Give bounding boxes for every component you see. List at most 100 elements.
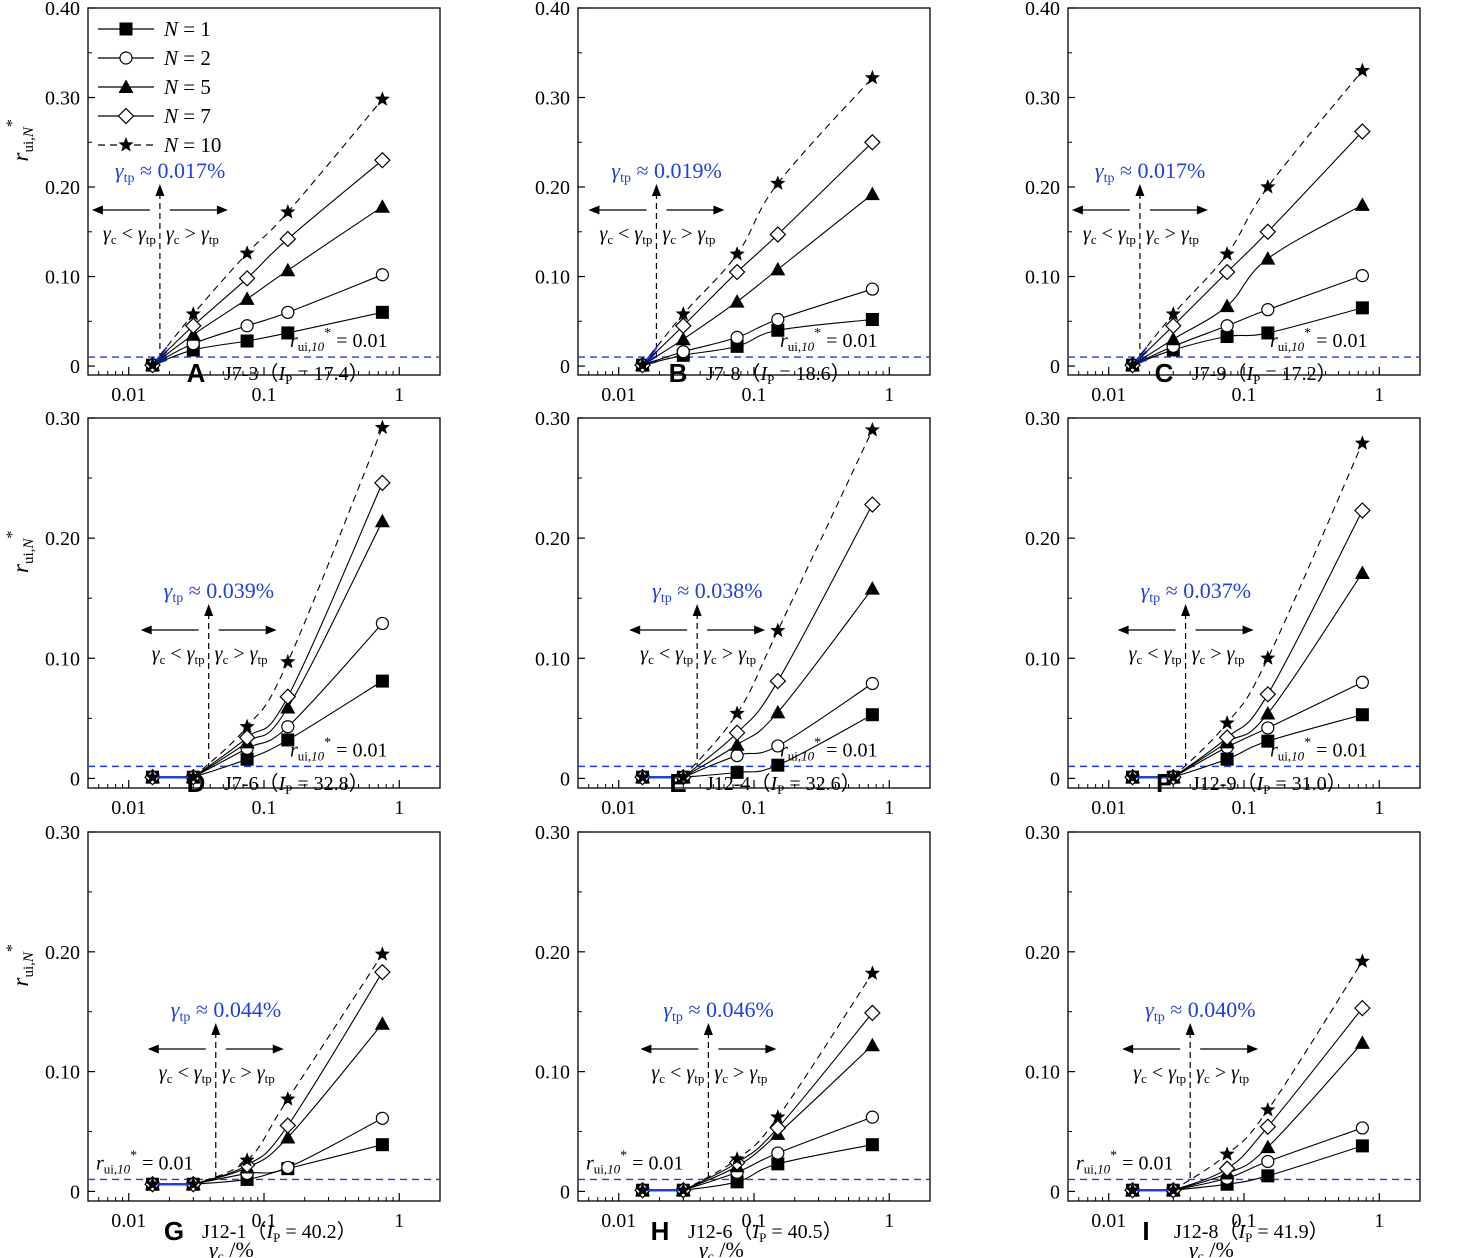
- series-line-4: [192, 482, 383, 778]
- data-point-filled-star-marker: [144, 769, 161, 784]
- data-point-open-diamond-marker: [238, 729, 256, 746]
- y-tick-label: 0: [70, 768, 80, 790]
- gamma-tp-arrow-up-icon: [1181, 604, 1191, 616]
- data-point-filled-star-marker: [729, 705, 745, 720]
- threshold-label: rui,10* = 0.01: [290, 326, 387, 354]
- x-tick-label: 0.01: [601, 384, 636, 406]
- data-point-filled-triangle-marker: [729, 294, 745, 308]
- data-point-filled-star-marker: [144, 1176, 161, 1191]
- panel-F: 0 0.10 0.20 0.30 0.01 0.1 1 rui,10* = 0.01 γtp ≈…: [1025, 408, 1421, 819]
- y-tick-label: 0.30: [45, 88, 80, 110]
- threshold-label: rui,10* = 0.01: [1076, 1148, 1173, 1176]
- series-line-2: [193, 623, 383, 778]
- x-tick-label: 1: [884, 384, 894, 406]
- series-line-2: [1173, 681, 1363, 778]
- threshold-label: rui,10* = 0.01: [586, 1148, 683, 1176]
- series-line-3: [683, 1044, 873, 1191]
- panel-caption: J7-8（IP = 18.6）: [706, 362, 851, 387]
- panel-B: 0 0.10 0.20 0.30 0.40 0.01 0.1 1 rui,10* = 0.01 γ…: [535, 0, 931, 406]
- y-tick-label: 0: [560, 356, 570, 378]
- data-point-filled-triangle-marker: [1354, 565, 1370, 579]
- y-tick-label: 0.20: [535, 528, 570, 550]
- x-tick-label: 0.1: [1232, 384, 1257, 406]
- data-point-open-diamond-marker: [279, 230, 297, 248]
- y-tick-label: 0.20: [535, 942, 570, 964]
- data-point-filled-triangle-marker: [1354, 1035, 1370, 1049]
- x-tick-label: 0.01: [111, 1210, 146, 1232]
- series-line-5: [193, 953, 383, 1185]
- gamma-tp-label: γtp ≈ 0.017%: [115, 158, 225, 186]
- x-axis-title: γc /%: [209, 1237, 254, 1258]
- y-tick-label: 0.10: [45, 267, 80, 289]
- y-tick-label: 0.20: [535, 177, 570, 199]
- data-point-filled-square-marker: [1220, 330, 1234, 344]
- x-tick-label: 0.01: [111, 384, 146, 406]
- series-line-3: [1132, 204, 1363, 366]
- data-point-filled-triangle-marker: [675, 331, 691, 346]
- arrow-right-icon: [1242, 625, 1254, 635]
- y-tick-label: 0.20: [1025, 942, 1060, 964]
- data-point-filled-star-marker: [280, 204, 296, 219]
- data-point-open-circle-marker: [375, 268, 389, 282]
- threshold-label: rui,10* = 0.01: [96, 1148, 193, 1176]
- data-point-filled-star-marker: [675, 1182, 691, 1197]
- data-point-filled-star-marker: [185, 1176, 201, 1191]
- x-tick-label: 0.1: [252, 384, 277, 406]
- x-tick-label: 1: [394, 384, 404, 406]
- series-line-5: [642, 77, 873, 366]
- y-tick-label: 0.30: [535, 408, 570, 430]
- series-line-1: [1173, 1145, 1363, 1191]
- series-line-5: [1172, 961, 1363, 1191]
- region-left-label: γc < γtp: [1129, 643, 1182, 667]
- region-left-label: γc < γtp: [651, 1062, 704, 1086]
- data-point-filled-square-marker: [1355, 301, 1369, 315]
- arrow-right-icon: [216, 205, 228, 215]
- data-point-open-circle-marker: [1261, 303, 1275, 317]
- data-point-filled-star-marker: [770, 1109, 786, 1124]
- data-point-open-diamond-marker: [728, 724, 746, 742]
- y-tick-label: 0.30: [535, 88, 570, 110]
- data-point-filled-square-marker: [865, 1138, 879, 1152]
- y-tick-label: 0: [70, 1181, 80, 1203]
- data-point-open-diamond-marker: [769, 226, 787, 243]
- legend-marker: [119, 51, 133, 65]
- y-tick-label: 0.30: [1025, 822, 1060, 844]
- data-point-filled-star-marker: [1260, 179, 1276, 194]
- data-point-filled-square-marker: [281, 326, 295, 340]
- y-tick-label: 0.10: [45, 648, 80, 670]
- legend-label: N = 7: [163, 104, 211, 128]
- data-point-filled-star-marker: [1124, 1182, 1141, 1197]
- data-point-open-circle-marker: [1355, 1121, 1369, 1135]
- data-point-open-diamond-marker: [674, 317, 692, 335]
- x-tick-label: 0.01: [601, 1210, 636, 1232]
- panel-letter: G: [164, 1216, 184, 1246]
- panel-caption: J7-9（IP = 17.2）: [1192, 362, 1337, 387]
- data-point-filled-star-marker: [1124, 357, 1141, 372]
- data-point-filled-square-marker: [1261, 326, 1275, 340]
- x-tick-label: 0.01: [601, 797, 636, 819]
- data-point-filled-triangle-marker: [770, 261, 786, 276]
- data-point-open-circle-marker: [676, 345, 690, 359]
- data-point-filled-star-marker: [729, 246, 745, 261]
- x-tick-label: 0.1: [1232, 1210, 1257, 1232]
- data-point-open-diamond-marker: [184, 317, 202, 335]
- data-point-filled-triangle-marker: [1260, 1139, 1276, 1154]
- panel-letter: I: [1142, 1216, 1149, 1246]
- data-point-filled-star-marker: [675, 769, 691, 784]
- series-line-4: [1172, 510, 1363, 778]
- series-line-1: [193, 1144, 383, 1185]
- gamma-tp-label: γtp ≈ 0.044%: [171, 997, 281, 1025]
- data-point-filled-square-marker: [730, 765, 744, 779]
- data-point-open-diamond-marker: [1218, 263, 1236, 281]
- y-tick-label: 0.30: [45, 408, 80, 430]
- data-point-open-circle-marker: [730, 330, 744, 345]
- data-point-filled-square-marker: [1355, 708, 1369, 722]
- gamma-tp-label: γtp ≈ 0.019%: [611, 158, 721, 186]
- x-tick-label: 0.1: [1232, 797, 1257, 819]
- panel-letter: E: [669, 768, 686, 798]
- data-point-open-circle-marker: [281, 305, 295, 319]
- data-point-open-circle-marker: [375, 616, 389, 631]
- threshold-label: rui,10* = 0.01: [290, 735, 387, 763]
- data-point-filled-star-marker: [634, 1182, 651, 1197]
